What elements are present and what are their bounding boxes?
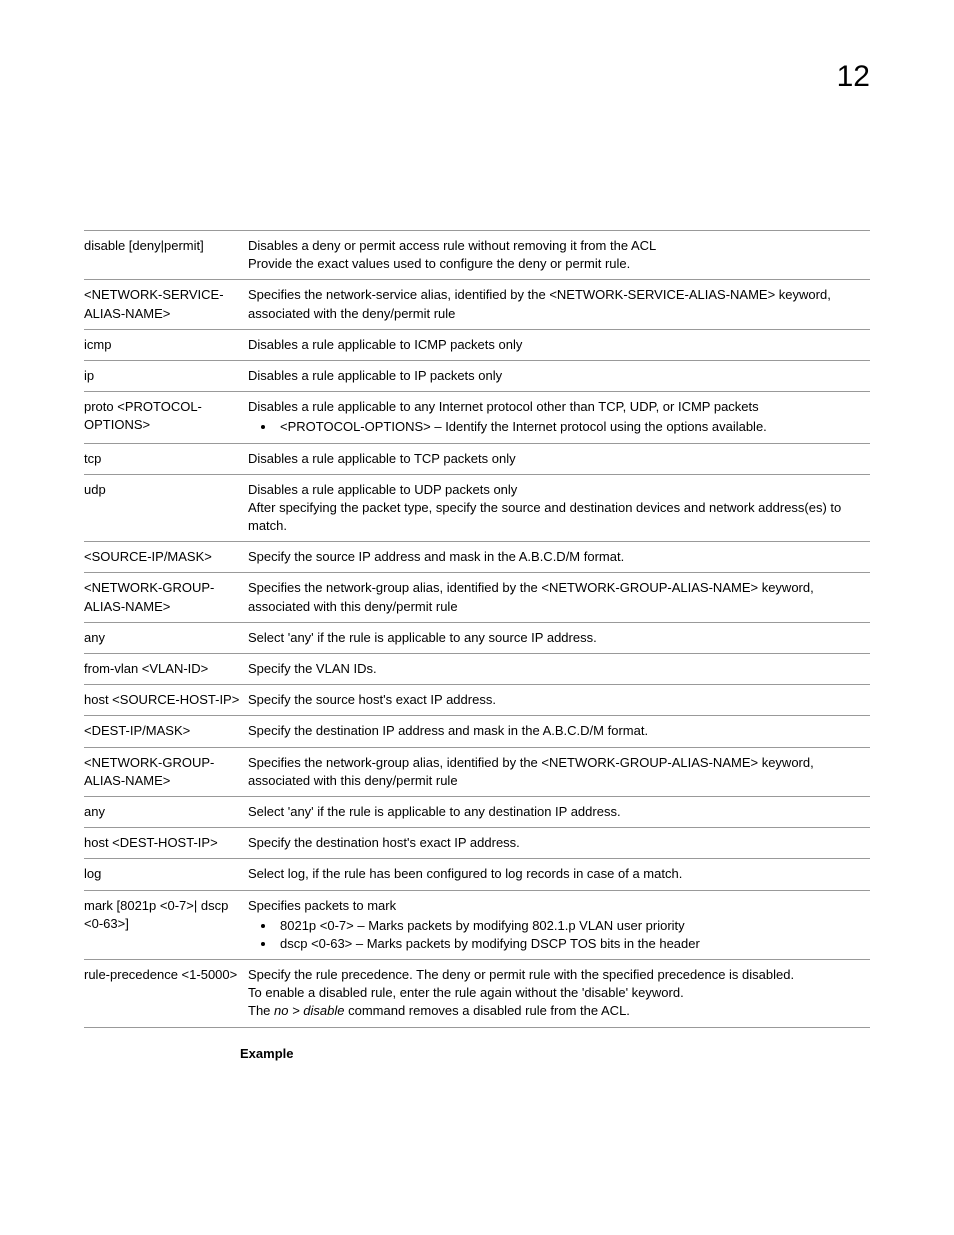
param-cell: tcp <box>84 443 248 474</box>
desc-cell: Select log, if the rule has been configu… <box>248 859 870 890</box>
table-row: disable [deny|permit]Disables a deny or … <box>84 231 870 280</box>
param-cell: proto <PROTOCOL-OPTIONS> <box>84 392 248 443</box>
desc-line: Specifies the network-group alias, ident… <box>248 579 866 615</box>
desc-bullet-item: dscp <0-63> – Marks packets by modifying… <box>276 935 866 953</box>
param-cell: <DEST-IP/MASK> <box>84 716 248 747</box>
desc-line: Disables a deny or permit access rule wi… <box>248 237 866 255</box>
desc-cell: Specifies the network-service alias, ide… <box>248 280 870 329</box>
param-cell: udp <box>84 474 248 542</box>
table-row: anySelect 'any' if the rule is applicabl… <box>84 796 870 827</box>
table-row: <NETWORK-SERVICE-ALIAS-NAME>Specifies th… <box>84 280 870 329</box>
table-row: <DEST-IP/MASK>Specify the destination IP… <box>84 716 870 747</box>
table-row: logSelect log, if the rule has been conf… <box>84 859 870 890</box>
desc-line: Select log, if the rule has been configu… <box>248 865 866 883</box>
table-row: proto <PROTOCOL-OPTIONS>Disables a rule … <box>84 392 870 443</box>
parameters-table: disable [deny|permit]Disables a deny or … <box>84 230 870 1028</box>
desc-cell: Specifies the network-group alias, ident… <box>248 573 870 622</box>
desc-line: Disables a rule applicable to TCP packet… <box>248 450 866 468</box>
desc-line: Select 'any' if the rule is applicable t… <box>248 803 866 821</box>
param-cell: ip <box>84 360 248 391</box>
param-cell: any <box>84 796 248 827</box>
desc-bullets: <PROTOCOL-OPTIONS> – Identify the Intern… <box>248 418 866 436</box>
desc-bullets: 8021p <0-7> – Marks packets by modifying… <box>248 917 866 953</box>
desc-line: Specify the source host's exact IP addre… <box>248 691 866 709</box>
param-cell: from-vlan <VLAN-ID> <box>84 654 248 685</box>
desc-line: Disables a rule applicable to any Intern… <box>248 398 866 416</box>
param-cell: rule-precedence <1-5000> <box>84 960 248 1028</box>
desc-bullet-item: 8021p <0-7> – Marks packets by modifying… <box>276 917 866 935</box>
table-row: tcpDisables a rule applicable to TCP pac… <box>84 443 870 474</box>
param-cell: <NETWORK-GROUP-ALIAS-NAME> <box>84 747 248 796</box>
desc-cell: Disables a rule applicable to UDP packet… <box>248 474 870 542</box>
desc-cell: Specify the destination host's exact IP … <box>248 828 870 859</box>
table-row: <NETWORK-GROUP-ALIAS-NAME>Specifies the … <box>84 573 870 622</box>
param-cell: <SOURCE-IP/MASK> <box>84 542 248 573</box>
param-cell: mark [8021p <0-7>| dscp <0-63>] <box>84 890 248 960</box>
desc-line: Disables a rule applicable to IP packets… <box>248 367 866 385</box>
table-row: rule-precedence <1-5000>Specify the rule… <box>84 960 870 1028</box>
desc-cell: Specify the source IP address and mask i… <box>248 542 870 573</box>
desc-cell: Specify the rule precedence. The deny or… <box>248 960 870 1028</box>
desc-line: Specify the source IP address and mask i… <box>248 548 866 566</box>
desc-line: The no > disable command removes a disab… <box>248 1002 866 1020</box>
table-row: icmpDisables a rule applicable to ICMP p… <box>84 329 870 360</box>
example-heading: Example <box>240 1046 870 1061</box>
desc-cell: Disables a rule applicable to TCP packet… <box>248 443 870 474</box>
desc-cell: Specifies the network-group alias, ident… <box>248 747 870 796</box>
desc-line: Specifies packets to mark <box>248 897 866 915</box>
table-row: host <DEST-HOST-IP>Specify the destinati… <box>84 828 870 859</box>
table-row: anySelect 'any' if the rule is applicabl… <box>84 622 870 653</box>
desc-cell: Specify the source host's exact IP addre… <box>248 685 870 716</box>
content-area: disable [deny|permit]Disables a deny or … <box>84 230 870 1061</box>
desc-line: Specifies the network-service alias, ide… <box>248 286 866 322</box>
desc-line: To enable a disabled rule, enter the rul… <box>248 984 866 1002</box>
desc-cell: Specifies packets to mark 8021p <0-7> – M… <box>248 890 870 960</box>
param-cell: icmp <box>84 329 248 360</box>
desc-cell: Select 'any' if the rule is applicable t… <box>248 796 870 827</box>
table-row: host <SOURCE-HOST-IP>Specify the source … <box>84 685 870 716</box>
desc-line: Specify the VLAN IDs. <box>248 660 866 678</box>
desc-line: Disables a rule applicable to UDP packet… <box>248 481 866 499</box>
desc-line: Specify the rule precedence. The deny or… <box>248 966 866 984</box>
param-cell: host <DEST-HOST-IP> <box>84 828 248 859</box>
desc-cell: Specify the destination IP address and m… <box>248 716 870 747</box>
table-row: from-vlan <VLAN-ID>Specify the VLAN IDs. <box>84 654 870 685</box>
param-cell: host <SOURCE-HOST-IP> <box>84 685 248 716</box>
desc-line: Disables a rule applicable to ICMP packe… <box>248 336 866 354</box>
table-row: <SOURCE-IP/MASK>Specify the source IP ad… <box>84 542 870 573</box>
desc-cell: Select 'any' if the rule is applicable t… <box>248 622 870 653</box>
desc-cell: Disables a rule applicable to ICMP packe… <box>248 329 870 360</box>
param-cell: any <box>84 622 248 653</box>
desc-line: Specifies the network-group alias, ident… <box>248 754 866 790</box>
desc-cell: Disables a rule applicable to IP packets… <box>248 360 870 391</box>
desc-line: Provide the exact values used to configu… <box>248 255 866 273</box>
desc-cell: Specify the VLAN IDs. <box>248 654 870 685</box>
param-cell: disable [deny|permit] <box>84 231 248 280</box>
table-row: udpDisables a rule applicable to UDP pac… <box>84 474 870 542</box>
desc-line: Specify the destination IP address and m… <box>248 722 866 740</box>
desc-line: Specify the destination host's exact IP … <box>248 834 866 852</box>
table-row: <NETWORK-GROUP-ALIAS-NAME>Specifies the … <box>84 747 870 796</box>
desc-line: After specifying the packet type, specif… <box>248 499 866 535</box>
param-cell: log <box>84 859 248 890</box>
param-cell: <NETWORK-GROUP-ALIAS-NAME> <box>84 573 248 622</box>
desc-cell: Disables a rule applicable to any Intern… <box>248 392 870 443</box>
desc-bullet-item: <PROTOCOL-OPTIONS> – Identify the Intern… <box>276 418 866 436</box>
page-number: 12 <box>837 60 870 94</box>
desc-cell: Disables a deny or permit access rule wi… <box>248 231 870 280</box>
table-row: mark [8021p <0-7>| dscp <0-63>]Specifies… <box>84 890 870 960</box>
param-cell: <NETWORK-SERVICE-ALIAS-NAME> <box>84 280 248 329</box>
desc-line: Select 'any' if the rule is applicable t… <box>248 629 866 647</box>
table-row: ipDisables a rule applicable to IP packe… <box>84 360 870 391</box>
